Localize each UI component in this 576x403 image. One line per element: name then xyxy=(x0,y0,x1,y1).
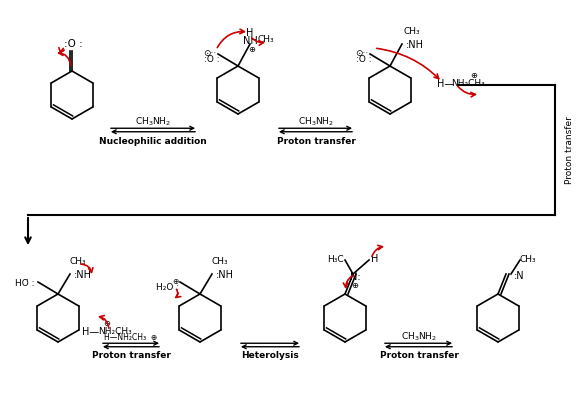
Text: H: H xyxy=(247,28,253,38)
Text: :NH: :NH xyxy=(74,270,92,280)
Text: CH$_3$NH$_2$: CH$_3$NH$_2$ xyxy=(298,116,334,128)
Text: :O :: :O : xyxy=(63,39,82,49)
Text: Nucleophilic addition: Nucleophilic addition xyxy=(99,137,207,145)
Text: ⊙··: ⊙·· xyxy=(203,48,217,58)
Text: CH₃: CH₃ xyxy=(212,256,228,266)
Text: H—NH₂CH₃  ⊕: H—NH₂CH₃ ⊕ xyxy=(104,332,158,341)
Text: CH$_3$NH$_2$: CH$_3$NH$_2$ xyxy=(135,116,171,128)
Text: CH₃: CH₃ xyxy=(404,27,420,35)
Text: :NH: :NH xyxy=(216,270,234,280)
Text: :O :: :O : xyxy=(204,54,220,64)
Text: ⊕: ⊕ xyxy=(248,44,256,54)
Text: CH₃: CH₃ xyxy=(257,35,274,44)
Text: :O :: :O : xyxy=(356,54,372,64)
Text: H₃C: H₃C xyxy=(327,255,343,264)
Text: ⊕: ⊕ xyxy=(104,320,111,328)
Text: CH₃: CH₃ xyxy=(520,255,536,264)
Text: Proton transfer: Proton transfer xyxy=(380,351,458,361)
Text: CH$_3$NH$_2$: CH$_3$NH$_2$ xyxy=(401,331,437,343)
Text: CH₃: CH₃ xyxy=(70,256,86,266)
Text: Proton transfer: Proton transfer xyxy=(565,116,574,184)
Text: NH₂CH₃: NH₂CH₃ xyxy=(98,328,132,337)
Text: NH₂CH₃: NH₂CH₃ xyxy=(451,79,485,89)
Text: HÖ :: HÖ : xyxy=(15,278,35,287)
Text: H—: H— xyxy=(437,79,454,89)
Text: :N: :N xyxy=(514,271,525,281)
Text: H₂O :: H₂O : xyxy=(157,283,180,291)
Text: ⊕: ⊕ xyxy=(351,280,358,289)
Text: NH: NH xyxy=(242,36,257,46)
Text: Proton transfer: Proton transfer xyxy=(276,137,355,145)
Text: H—: H— xyxy=(82,327,100,337)
Text: ⊙··: ⊙·· xyxy=(355,48,369,58)
Text: N:: N: xyxy=(350,272,361,282)
Text: ⊕: ⊕ xyxy=(172,276,178,285)
Text: Proton transfer: Proton transfer xyxy=(92,351,170,361)
Text: H: H xyxy=(372,254,378,264)
Text: :NH: :NH xyxy=(406,40,424,50)
Text: ⊕: ⊕ xyxy=(471,71,478,79)
Text: Heterolysis: Heterolysis xyxy=(241,351,299,361)
